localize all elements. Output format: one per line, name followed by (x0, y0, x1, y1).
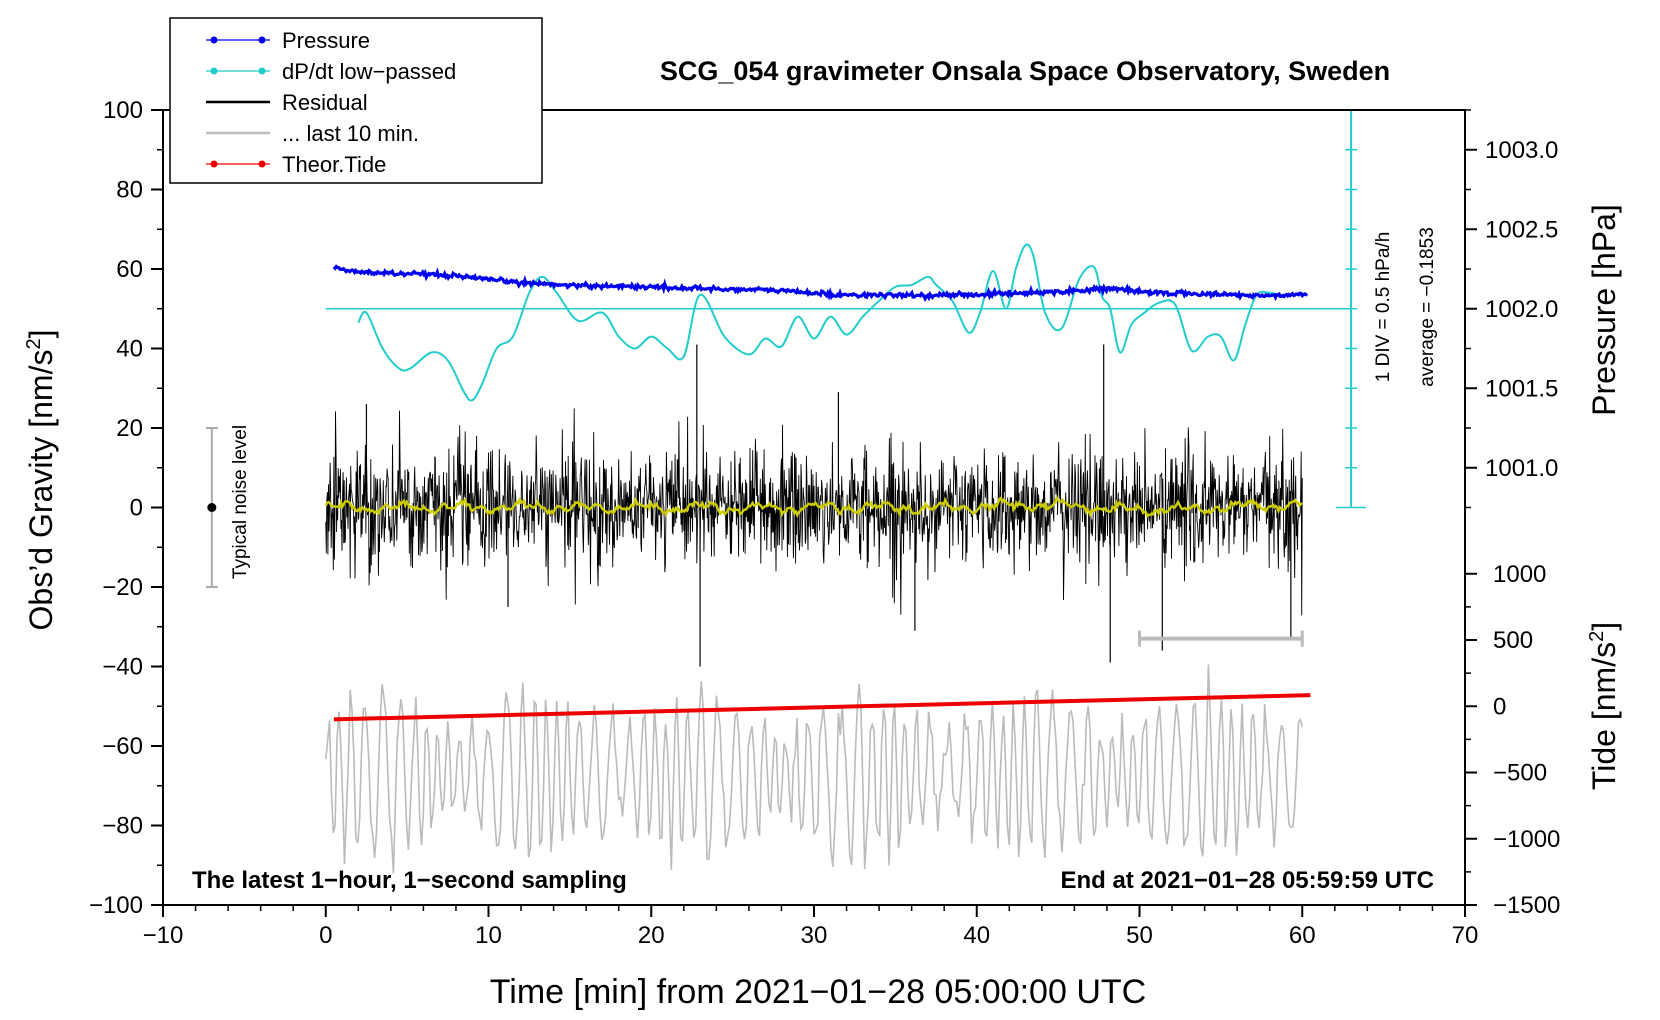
pressure-tick-label: 1002.0 (1485, 296, 1558, 323)
legend-label: dP/dt low−passed (282, 59, 456, 84)
x-tick-label: 40 (963, 922, 990, 949)
legend-label: Theor.Tide (282, 152, 386, 177)
y-axis-label-left-sup: 2 (23, 338, 45, 349)
chart-title: SCG_054 gravimeter Onsala Space Observat… (660, 56, 1390, 86)
legend-label: ... last 10 min. (282, 121, 419, 146)
legend-marker (210, 36, 218, 44)
y-tick-label: −80 (102, 813, 143, 840)
tide-tick-label: −1000 (1493, 826, 1560, 853)
legend-marker (258, 36, 266, 44)
y-axis-label-tide-text: Tide [nm/s (1586, 642, 1622, 790)
y-axis-label-pressure: Pressure [hPa] (1586, 204, 1622, 416)
y-tick-label: 40 (116, 336, 143, 363)
x-tick-label: 50 (1126, 922, 1153, 949)
y-tick-label: −40 (102, 654, 143, 681)
y-tick-label: 60 (116, 256, 143, 283)
series-theor-tide (333, 693, 1311, 722)
legend-box (169, 17, 543, 184)
y-tick-label: 80 (116, 177, 143, 204)
y-axis-label-tide-close: ] (1586, 622, 1622, 631)
div-label: 1 DIV = 0.5 hPa/h (1373, 232, 1394, 383)
tide-tick-label: −1500 (1493, 892, 1560, 919)
tide-tick-label: 0 (1493, 693, 1506, 720)
x-tick-label: −10 (143, 922, 184, 949)
x-tick-label: 10 (475, 922, 502, 949)
series-layer (205, 109, 1367, 874)
average-label: average = −0.1853 (1417, 227, 1438, 387)
series-residual-lowpassed (324, 494, 1303, 519)
series-dpdt (357, 243, 1280, 402)
x-tick-label: 0 (319, 922, 332, 949)
pressure-tick-label: 1002.5 (1485, 216, 1558, 243)
y-tick-label: 0 (130, 495, 143, 522)
pressure-tick-label: 1001.0 (1485, 455, 1558, 482)
axes-layer: −10 0 10 20 30 40 50 60 70−100−80−60−40−20020406… (89, 97, 1560, 949)
y-axis-label-tide-sup: 2 (1586, 631, 1608, 642)
x-tick-label: 70 (1452, 922, 1479, 949)
bottom-right-annotation: End at 2021−01−28 05:59:59 UTC (1060, 867, 1434, 894)
legend-label: Residual (282, 90, 368, 115)
tide-tick-label: 1000 (1493, 561, 1546, 588)
y-tick-label: −60 (102, 733, 143, 760)
y-axis-label-tide: Tide [nm/s2] (1586, 622, 1622, 790)
series-last-10-min (325, 664, 1304, 874)
tide-tick-label: 500 (1493, 627, 1533, 654)
y-tick-label: 100 (103, 97, 143, 124)
noise-bar-center (207, 503, 217, 512)
x-tick-label: 60 (1289, 922, 1316, 949)
legend-marker (258, 160, 266, 168)
legend-marker (210, 160, 218, 168)
legend: Pressure dP/dt low−passed Residual ... last… (169, 17, 543, 184)
x-tick-label: 30 (801, 922, 828, 949)
legend-marker (258, 67, 266, 75)
legend-marker (210, 67, 218, 75)
pressure-tick-label: 1001.5 (1485, 375, 1558, 402)
y-axis-label-left: Obs’d Gravity [nm/s2] (23, 330, 59, 631)
y-tick-label: −20 (102, 574, 143, 601)
pressure-tick-label: 1003.0 (1485, 137, 1558, 164)
x-axis-label: Time [min] from 2021−01−28 05:00:00 UTC (490, 973, 1146, 1011)
y-axis-label-left-close: ] (23, 330, 59, 339)
legend-label: Pressure (282, 28, 370, 53)
tide-tick-label: −500 (1493, 760, 1547, 787)
series-pressure (332, 264, 1309, 303)
series-residual (325, 408, 1303, 616)
bottom-left-annotation: The latest 1−hour, 1−second sampling (192, 867, 627, 894)
y-tick-label: −100 (89, 892, 143, 919)
y-axis-label-left-text: Obs’d Gravity [nm/s (23, 350, 59, 631)
y-tick-label: 20 (116, 415, 143, 442)
noise-level-label: Typical noise level (230, 425, 251, 579)
x-tick-label: 20 (638, 922, 665, 949)
